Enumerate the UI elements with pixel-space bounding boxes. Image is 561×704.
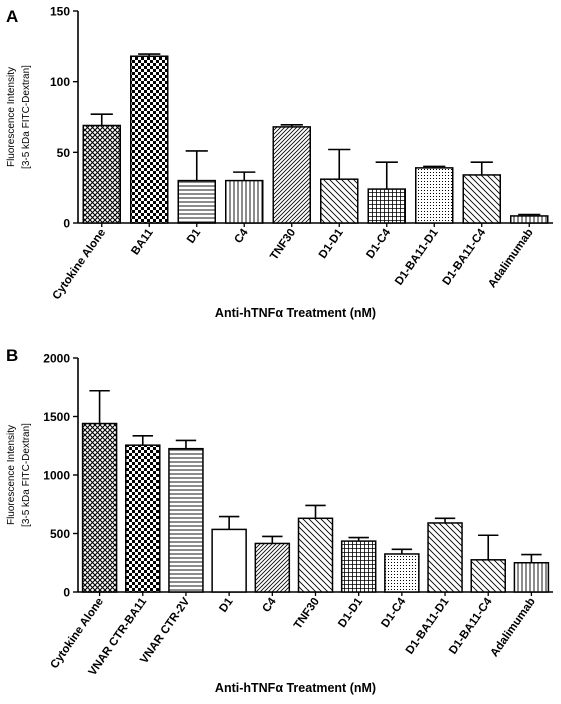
y-axis-label-line2: [3-5 kDa FITC-Dextran] [21,65,32,169]
x-tick-label: D1 [185,226,204,245]
bar-8 [415,167,454,224]
x-tick-label: Cytokine Alone [51,227,109,302]
bar-8 [384,553,420,593]
bar-9 [427,522,463,593]
panel-label: A [6,7,18,26]
bar-10 [510,215,549,224]
x-tick-label: D1-D1 [336,595,365,630]
y-tick-label: 500 [50,527,70,541]
bar-6 [320,178,359,224]
chart-panel-a: A 0 50 100 150 Fluorescence Intensity [3-5 kDa… [6,5,553,320]
bar-6 [297,517,334,593]
x-tick-label: BA11 [129,226,156,257]
x-tick-label: D1 [217,595,236,614]
bar-5 [272,126,311,224]
bar-2 [130,55,169,224]
bar-3 [168,447,204,593]
bar-7 [367,188,406,224]
x-tick-label: TNF30 [268,227,298,263]
y-axis-label-line1: Fluorescence Intensity [6,67,17,167]
y-axis-label-line2: [3-5 kDa FITC-Dextran] [21,423,32,527]
y-tick-label: 0 [63,217,70,231]
x-tick-label: D1-BA11-D1 [404,595,452,656]
bar-10 [470,559,506,593]
x-tick-label: D1-C4 [379,595,408,630]
bar-4 [225,179,264,224]
x-tick-label: Adalimumab [486,227,535,290]
panel-label: B [6,346,18,365]
bar-9 [462,174,501,224]
bar-1 [81,422,118,593]
y-tick-label: 1500 [43,410,70,424]
chart-panel-b: B 0 500 1000 1500 2000 Fluorescence Intensity [… [6,346,553,695]
x-tick-label: D1-D1 [317,226,346,261]
bar-1 [82,124,121,224]
bar-11 [513,562,550,593]
x-tick-label: D1-BA11-D1 [393,226,441,287]
bar-4 [211,528,247,593]
bar-5 [254,542,291,593]
x-tick-label: D1-C4 [364,226,393,261]
y-tick-label: 2000 [43,352,70,366]
x-tick-label: D1-BA11-C4 [441,226,489,287]
bar-2 [125,444,161,593]
y-tick-label: 50 [57,146,71,160]
bar-7 [340,540,377,593]
x-tick-label: C4 [261,595,280,614]
y-tick-label: 150 [50,5,70,19]
x-axis-label: Anti-hTNFα Treatment (nM) [215,681,376,695]
y-tick-label: 100 [50,75,70,89]
x-tick-label: D1-BA11-C4 [447,595,495,656]
y-tick-label: 1000 [43,469,70,483]
x-tick-label: Adalimumab [488,596,537,659]
x-tick-label: TNF30 [292,596,322,632]
x-axis-label: Anti-hTNFα Treatment (nM) [215,306,376,320]
y-axis-label-line1: Fluorescence Intensity [6,425,17,525]
x-tick-label: C4 [232,226,251,245]
bar-3 [177,179,216,224]
y-tick-label: 0 [63,586,70,600]
